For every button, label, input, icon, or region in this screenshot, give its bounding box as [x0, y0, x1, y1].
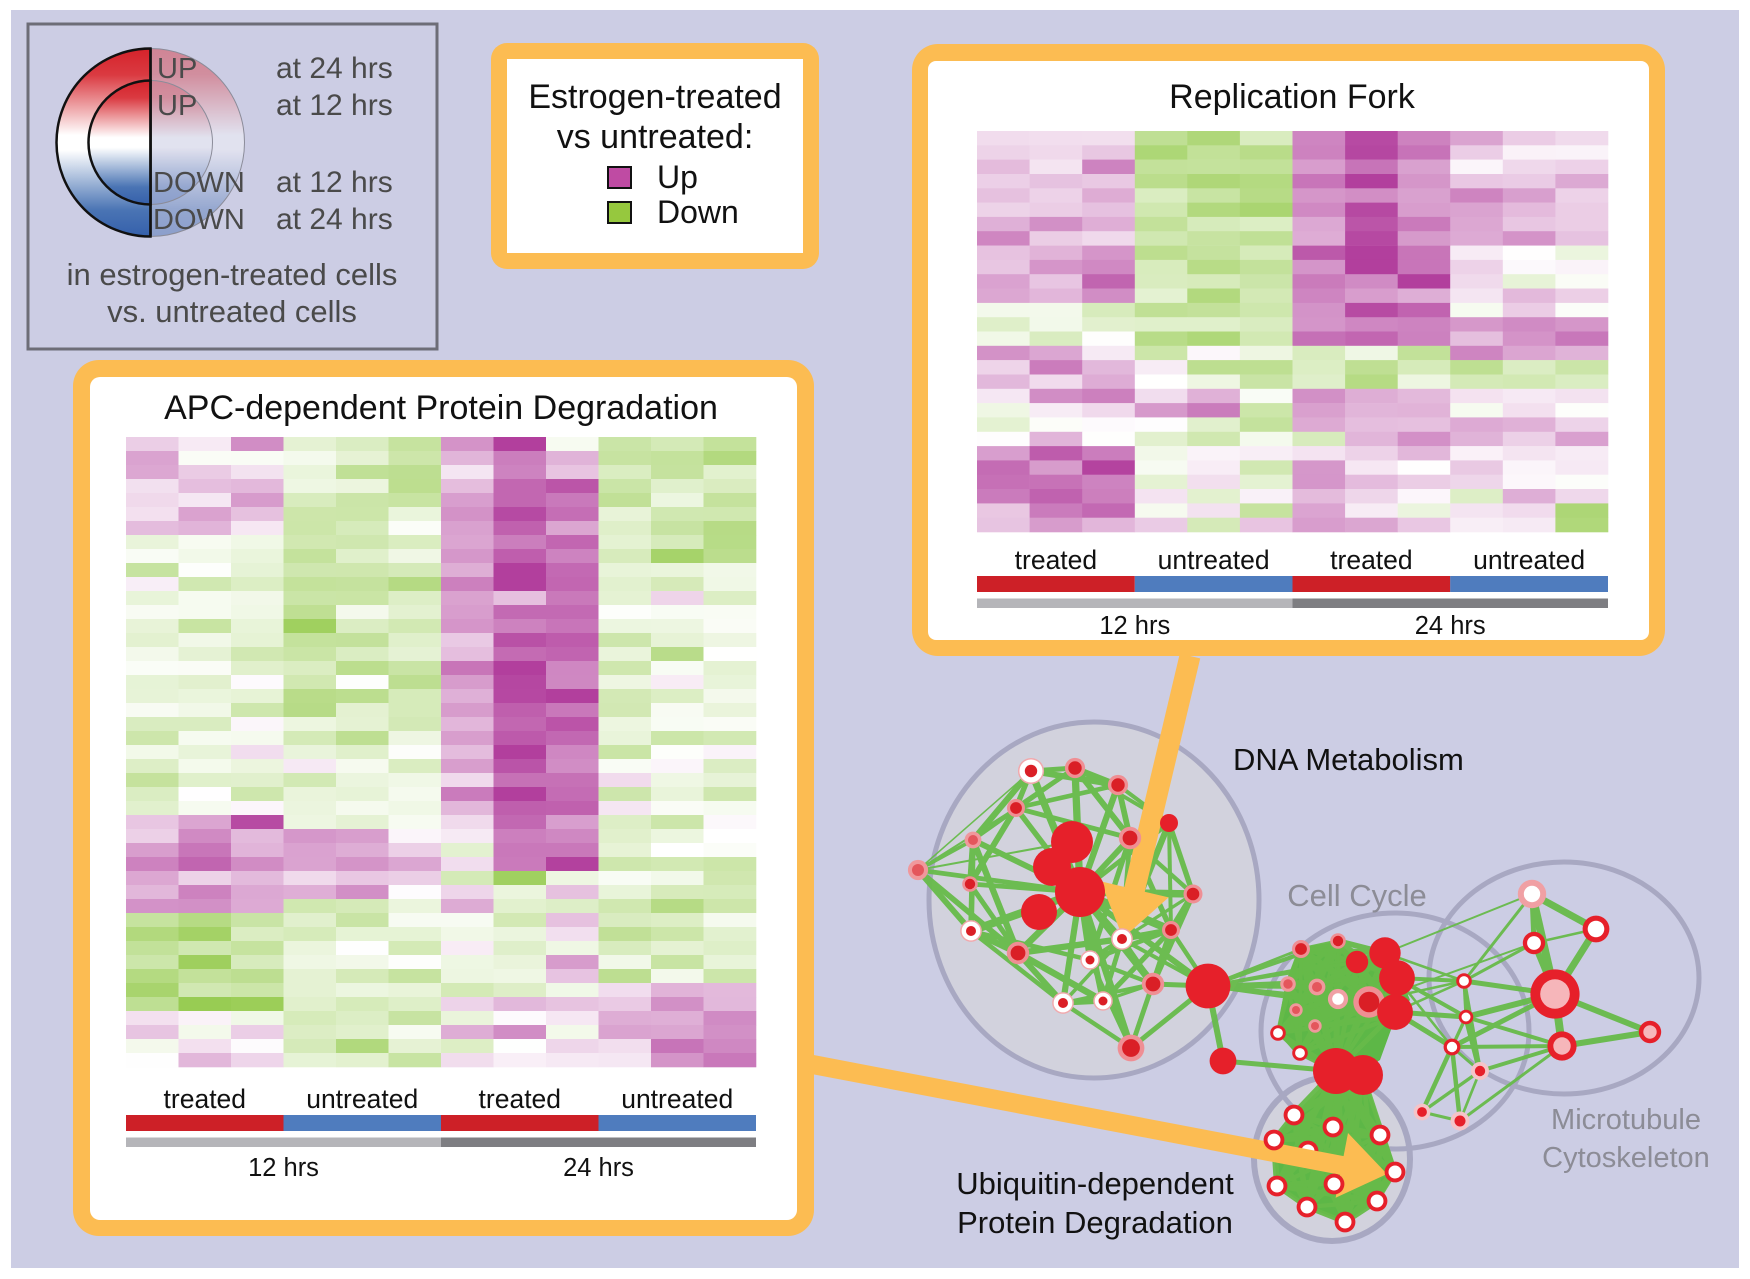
- svg-text:UP: UP: [157, 90, 197, 122]
- svg-text:treated: treated: [1015, 545, 1098, 575]
- svg-text:Down: Down: [657, 194, 739, 230]
- svg-text:DOWN: DOWN: [153, 204, 245, 236]
- svg-text:vs untreated:: vs untreated:: [557, 118, 754, 156]
- svg-text:Microtubule: Microtubule: [1551, 1104, 1701, 1136]
- svg-text:DNA Metabolism: DNA Metabolism: [1233, 742, 1464, 777]
- svg-text:Cell Cycle: Cell Cycle: [1287, 878, 1427, 913]
- svg-text:treated: treated: [164, 1084, 247, 1114]
- svg-text:Protein Degradation: Protein Degradation: [957, 1205, 1233, 1240]
- svg-text:at 12 hrs: at 12 hrs: [276, 89, 393, 122]
- svg-text:treated: treated: [479, 1084, 562, 1114]
- svg-text:Estrogen-treated: Estrogen-treated: [528, 78, 781, 116]
- svg-text:in estrogen-treated cells: in estrogen-treated cells: [67, 257, 398, 292]
- svg-text:DOWN: DOWN: [153, 167, 245, 199]
- svg-text:24 hrs: 24 hrs: [563, 1154, 634, 1182]
- svg-text:at 12 hrs: at 12 hrs: [276, 166, 393, 199]
- svg-text:Replication Fork: Replication Fork: [1169, 78, 1416, 116]
- svg-text:Up: Up: [657, 159, 698, 195]
- svg-text:24 hrs: 24 hrs: [1415, 612, 1486, 640]
- svg-text:at 24 hrs: at 24 hrs: [276, 52, 393, 85]
- svg-text:vs. untreated cells: vs. untreated cells: [107, 294, 357, 329]
- svg-text:treated: treated: [1330, 545, 1413, 575]
- svg-text:APC-dependent Protein Degradat: APC-dependent Protein Degradation: [164, 389, 718, 427]
- svg-text:12 hrs: 12 hrs: [1099, 612, 1170, 640]
- svg-text:untreated: untreated: [1473, 545, 1585, 575]
- svg-text:untreated: untreated: [621, 1084, 733, 1114]
- svg-text:untreated: untreated: [306, 1084, 418, 1114]
- svg-text:at 24 hrs: at 24 hrs: [276, 203, 393, 236]
- svg-text:Ubiquitin-dependent: Ubiquitin-dependent: [956, 1166, 1234, 1201]
- svg-text:12 hrs: 12 hrs: [248, 1154, 319, 1182]
- svg-text:untreated: untreated: [1158, 545, 1270, 575]
- svg-text:Cytoskeleton: Cytoskeleton: [1542, 1142, 1710, 1174]
- svg-text:UP: UP: [157, 53, 197, 85]
